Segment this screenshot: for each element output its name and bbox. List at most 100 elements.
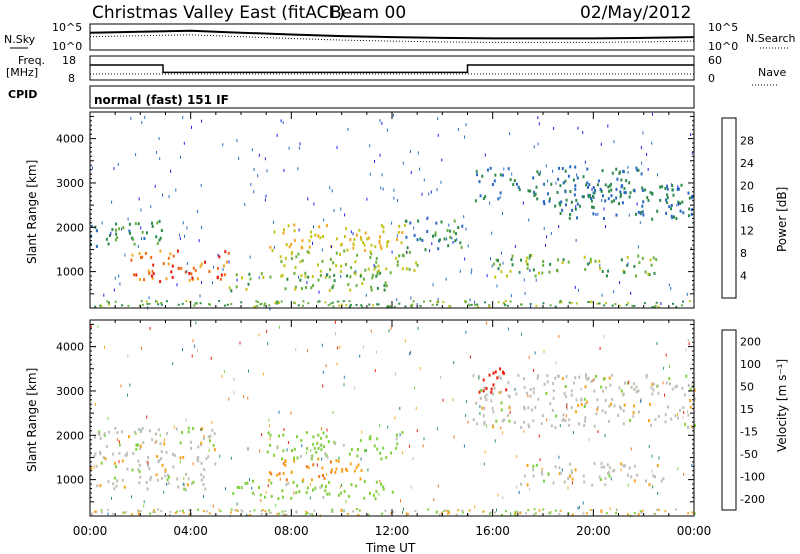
velocity-cell: [163, 442, 166, 446]
velocity-cell: [611, 398, 613, 401]
velocity-speckle: [278, 410, 280, 414]
velocity-speckle: [173, 425, 175, 429]
velocity-ground-cell: [313, 509, 316, 512]
velocity-cell: [131, 468, 134, 472]
velocity-cell: [115, 465, 117, 469]
velocity-cell: [182, 455, 185, 459]
velocity-speckle: [465, 414, 467, 418]
power-ground-cell: [208, 303, 211, 306]
velocity-cell: [546, 374, 549, 378]
velocity-cell: [684, 422, 687, 426]
velocity-cell: [166, 478, 169, 482]
power-cell: [377, 269, 380, 273]
power-cell: [376, 286, 379, 290]
power-cell: [547, 192, 549, 196]
freq-label-line2: [MHz]: [6, 66, 38, 79]
power-cell: [534, 192, 537, 196]
power-speckle: [130, 116, 132, 120]
velocity-speckle: [195, 321, 197, 325]
power-cell: [398, 224, 401, 228]
velocity-ground-cell: [482, 510, 485, 513]
velocity-cell: [310, 454, 313, 458]
velocity-colorbar-tick-label: -50: [740, 448, 758, 461]
power-cell: [90, 242, 92, 246]
velocity-cell: [137, 427, 140, 431]
power-cell: [434, 233, 437, 237]
power-speckle: [365, 293, 367, 297]
power-cell: [235, 273, 238, 277]
velocity-cell: [190, 482, 193, 486]
range-tick-label: 2000: [56, 221, 84, 234]
power-speckle: [118, 274, 120, 278]
velocity-cell: [478, 390, 481, 394]
velocity-cell: [380, 457, 383, 461]
velocity-cell: [498, 391, 501, 395]
velocity-speckle: [652, 485, 654, 489]
power-ground-cell: [278, 302, 280, 304]
velocity-speckle: [466, 400, 468, 403]
range-tick-label: 4000: [56, 133, 84, 146]
velocity-cell: [335, 459, 338, 462]
power-cell: [308, 251, 310, 255]
velocity-cell: [355, 466, 358, 469]
velocity-speckle: [127, 354, 129, 358]
power-speckle: [410, 296, 412, 300]
velocity-cell: [603, 377, 606, 381]
velocity-ground-cell: [230, 508, 233, 511]
velocity-cell: [179, 456, 182, 460]
velocity-cell: [148, 429, 151, 433]
time-tick-label: 00:00: [73, 524, 108, 538]
velocity-cell: [359, 439, 362, 443]
velocity-speckle: [630, 447, 632, 451]
velocity-cell: [187, 426, 190, 430]
velocity-speckle: [509, 410, 511, 414]
velocity-cell: [575, 410, 577, 414]
velocity-ground-cell: [641, 509, 644, 512]
power-colorbar-tick-label: 16: [740, 202, 754, 215]
velocity-speckle: [567, 486, 569, 490]
velocity-cell: [139, 444, 142, 448]
velocity-cell: [483, 386, 486, 390]
power-cell: [599, 188, 602, 191]
power-speckle: [535, 278, 537, 282]
velocity-cell: [179, 441, 182, 445]
velocity-cell: [584, 385, 587, 389]
velocity-cell: [156, 478, 159, 482]
power-cell: [262, 275, 265, 279]
power-speckle: [265, 194, 267, 198]
power-cell: [666, 196, 669, 200]
velocity-cell: [207, 435, 210, 439]
velocity-ground-cell: [100, 511, 103, 514]
velocity-cell: [650, 386, 653, 390]
power-cell: [294, 285, 297, 289]
power-ground-cell: [568, 301, 571, 304]
velocity-ground-cell: [156, 508, 159, 511]
power-ground-cell: [257, 301, 259, 303]
velocity-speckle: [663, 366, 665, 370]
velocity-cell: [501, 419, 504, 423]
freq-left-tick-top: 18: [62, 54, 76, 67]
power-speckle: [647, 167, 649, 171]
power-cell: [371, 273, 374, 277]
power-speckle: [474, 300, 475, 304]
velocity-cell: [569, 474, 571, 478]
power-cell: [548, 197, 551, 201]
power-cell: [585, 183, 588, 187]
velocity-speckle: [529, 487, 531, 491]
velocity-cell: [608, 404, 611, 408]
power-speckle: [299, 142, 301, 146]
velocity-cell: [116, 479, 118, 483]
power-speckle: [502, 261, 504, 265]
power-speckle: [502, 212, 503, 215]
velocity-cell: [390, 451, 393, 455]
power-cell: [286, 277, 289, 281]
power-cell: [326, 273, 329, 277]
velocity-cell: [139, 447, 142, 450]
power-cell: [280, 274, 283, 278]
power-cell: [619, 195, 622, 199]
power-ground-cell: [431, 303, 434, 306]
power-ground-cell: [318, 300, 321, 303]
power-ground-cell: [368, 303, 371, 306]
velocity-speckle: [233, 391, 235, 395]
